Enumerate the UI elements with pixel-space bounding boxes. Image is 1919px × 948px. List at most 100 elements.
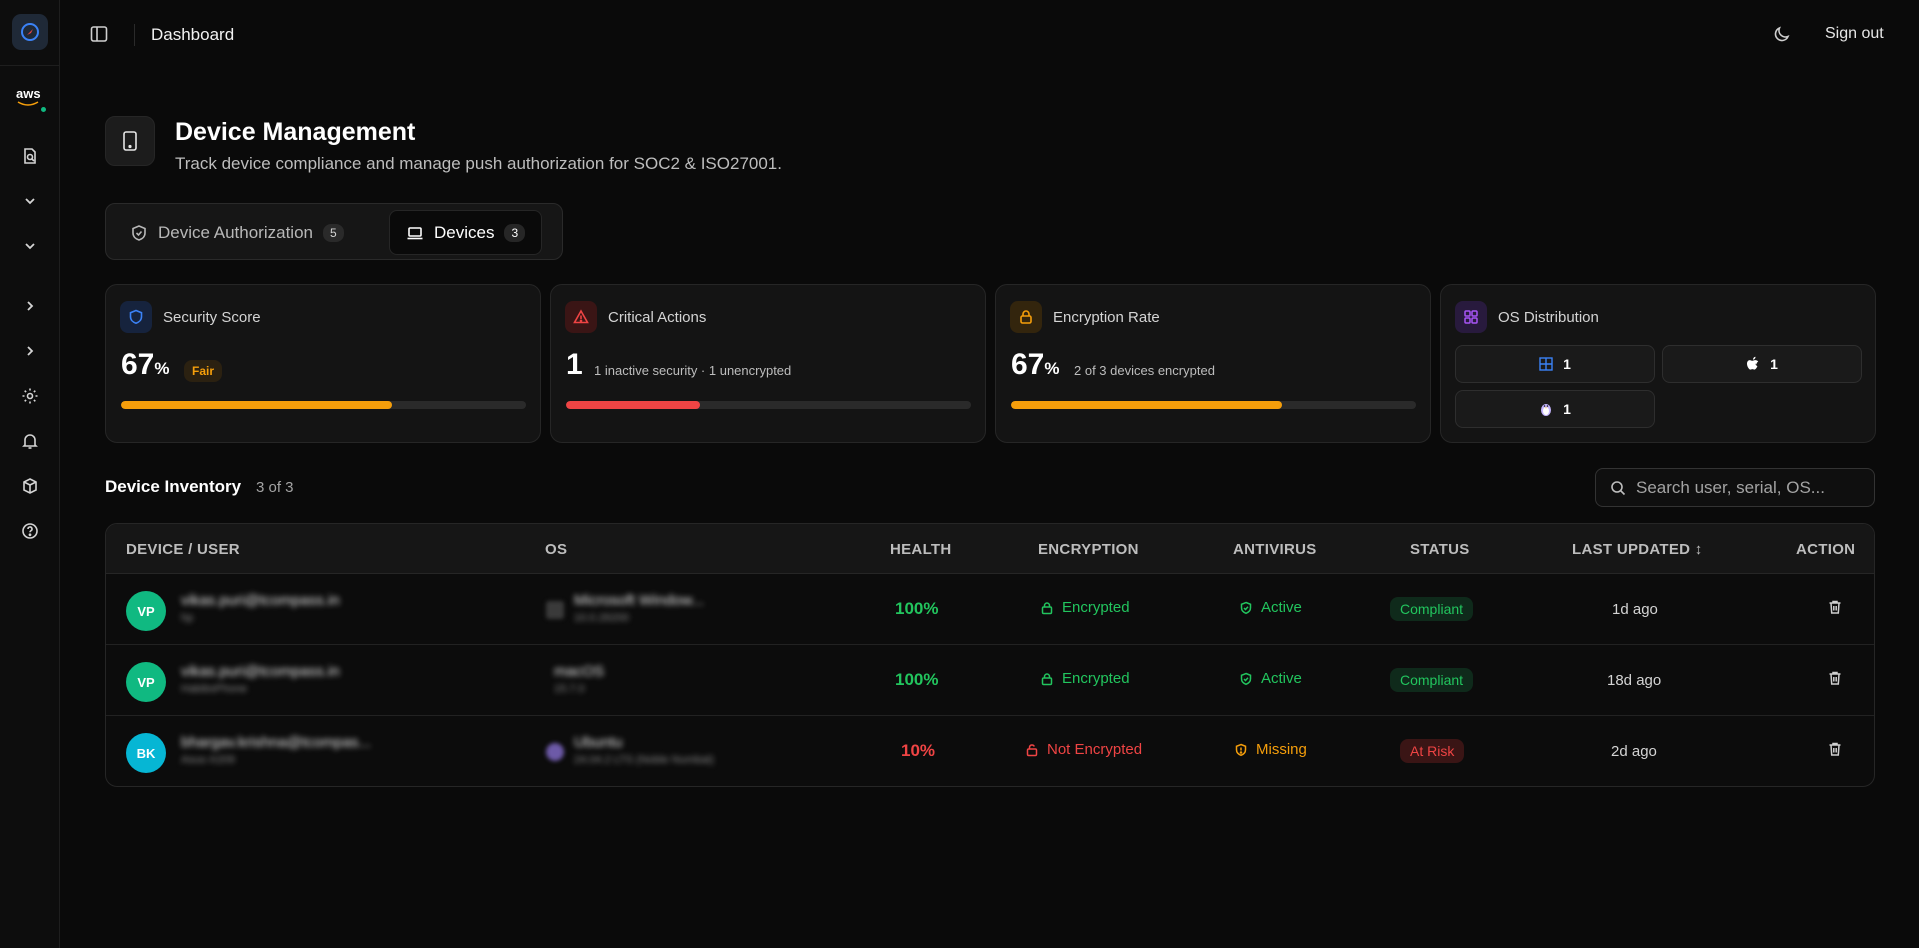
critical-actions-note: 1 inactive security · 1 unencrypted [594, 363, 792, 378]
linux-penguin-icon [1541, 404, 1552, 416]
table-row[interactable]: VP vikas.puri@tcompass.in HabibsPhone ma… [106, 645, 1874, 716]
lock-icon [1041, 601, 1053, 614]
chevron-right-icon[interactable] [18, 339, 42, 363]
theme-toggle-moon-icon[interactable] [1772, 24, 1794, 46]
linux-count: 1 [1563, 401, 1571, 417]
col-action: ACTION [1796, 541, 1856, 558]
help-icon[interactable] [18, 519, 42, 543]
health-value: 100% [895, 599, 939, 618]
os-name: Microsoft Window... [574, 592, 705, 609]
shield-alert-icon [1235, 743, 1247, 756]
page-subtitle: Track device compliance and manage push … [175, 154, 782, 173]
encryption-status: Encrypted [1040, 599, 1130, 616]
sidebar-toggle-icon[interactable] [89, 24, 111, 46]
health-value: 10% [901, 741, 936, 760]
os-macos-count: 1 [1662, 345, 1862, 383]
card-label: Encryption Rate [1053, 309, 1160, 326]
inventory-title: Device Inventory [105, 477, 242, 496]
shield-icon [120, 301, 152, 333]
table-row[interactable]: VP vikas.puri@tcompass.in hp Microsoft W… [106, 574, 1874, 645]
chevron-right-icon[interactable] [18, 294, 42, 318]
col-last-updated-sort[interactable]: LAST UPDATED ↕ [1572, 541, 1703, 558]
avatar: VP [126, 591, 166, 631]
tab-label: Device Authorization [158, 222, 313, 242]
health-value: 100% [895, 670, 939, 689]
table-header: DEVICE / USER OS HEALTH ENCRYPTION ANTIV… [106, 524, 1874, 574]
last-updated: 2d ago [1611, 743, 1657, 760]
os-name: macOS [554, 663, 605, 680]
package-icon[interactable] [18, 474, 42, 498]
score-unit: % [154, 359, 170, 378]
os-version: 15.7.0 [554, 683, 585, 695]
shield-check-icon [1240, 601, 1252, 614]
sign-out-button[interactable]: Sign out [1825, 25, 1884, 42]
antivirus-label: Active [1261, 670, 1302, 687]
security-score-card: Security Score 67% Fair [105, 284, 541, 443]
alert-triangle-icon [565, 301, 597, 333]
bell-icon[interactable] [18, 429, 42, 453]
app-logo[interactable] [12, 14, 48, 50]
search-input[interactable] [1636, 477, 1856, 498]
device-name: hp [181, 612, 194, 624]
gear-icon[interactable] [18, 384, 42, 408]
status-badge: At Risk [1400, 739, 1465, 763]
tab-count-badge: 3 [504, 223, 526, 242]
critical-progress-bar [566, 401, 971, 409]
os-version: 24.04.2 LTS (Noble Numbat) [574, 754, 714, 766]
search-icon [1611, 480, 1626, 495]
security-score-value: 67% [121, 348, 170, 382]
unlock-icon [1026, 743, 1038, 756]
status-badge: Compliant [1390, 668, 1474, 692]
table-row[interactable]: BK bhargav.krishna@tcompas... Asus-X209 … [106, 716, 1874, 786]
encryption-rate-card: Encryption Rate 67% 2 of 3 devices encry… [995, 284, 1431, 443]
linux-icon [546, 743, 564, 761]
encryption-label: Not Encrypted [1047, 741, 1143, 758]
progress-fill [1011, 401, 1283, 409]
chevron-down-icon[interactable] [18, 189, 42, 213]
trash-icon[interactable] [1827, 741, 1845, 759]
col-device-user: DEVICE / USER [126, 541, 240, 558]
device-icon [105, 116, 155, 166]
security-progress-bar [121, 401, 526, 409]
encryption-label: Encrypted [1062, 670, 1130, 687]
tab-device-authorization[interactable]: Device Authorization 5 [114, 210, 360, 255]
aws-account-icon[interactable]: aws [14, 84, 48, 114]
shield-check-icon [132, 224, 146, 241]
device-name: Asus-X209 [181, 754, 235, 766]
avatar: BK [126, 733, 166, 773]
lock-icon [1010, 301, 1042, 333]
breadcrumb-title: Dashboard [151, 25, 235, 44]
tab-label: Devices [434, 222, 495, 242]
user-email: vikas.puri@tcompass.in [181, 592, 340, 609]
tab-devices[interactable]: Devices 3 [389, 210, 543, 255]
tab-bar: Device Authorization 5 Devices 3 [105, 203, 563, 260]
encryption-note: 2 of 3 devices encrypted [1074, 363, 1215, 378]
trash-icon[interactable] [1827, 599, 1845, 617]
encryption-label: Encrypted [1062, 599, 1130, 616]
col-health: HEALTH [890, 541, 952, 558]
status-badge: Compliant [1390, 597, 1474, 621]
critical-actions-card: Critical Actions 1 1 inactive security ·… [550, 284, 986, 443]
trash-icon[interactable] [1827, 670, 1845, 688]
encryption-rate-value: 67% [1011, 348, 1060, 382]
card-label: Security Score [163, 309, 261, 326]
last-updated: 1d ago [1612, 601, 1658, 618]
antivirus-status: Active [1239, 599, 1302, 616]
antivirus-label: Active [1261, 599, 1302, 616]
macos-count: 1 [1770, 356, 1778, 372]
topbar: Dashboard Sign out [60, 0, 1919, 70]
windows-icon [1539, 357, 1553, 371]
progress-fill [121, 401, 393, 409]
avatar: VP [126, 662, 166, 702]
inventory-count: 3 of 3 [256, 479, 294, 496]
search-box [1595, 468, 1875, 507]
device-name: HabibsPhone [181, 683, 248, 695]
chevron-down-icon[interactable] [18, 234, 42, 258]
document-search-icon[interactable] [18, 144, 42, 168]
device-inventory-table: DEVICE / USER OS HEALTH ENCRYPTION ANTIV… [105, 523, 1875, 787]
rate-unit: % [1044, 359, 1060, 378]
windows-count: 1 [1563, 356, 1571, 372]
topbar-separator [134, 24, 135, 46]
col-antivirus: ANTIVIRUS [1233, 541, 1317, 558]
